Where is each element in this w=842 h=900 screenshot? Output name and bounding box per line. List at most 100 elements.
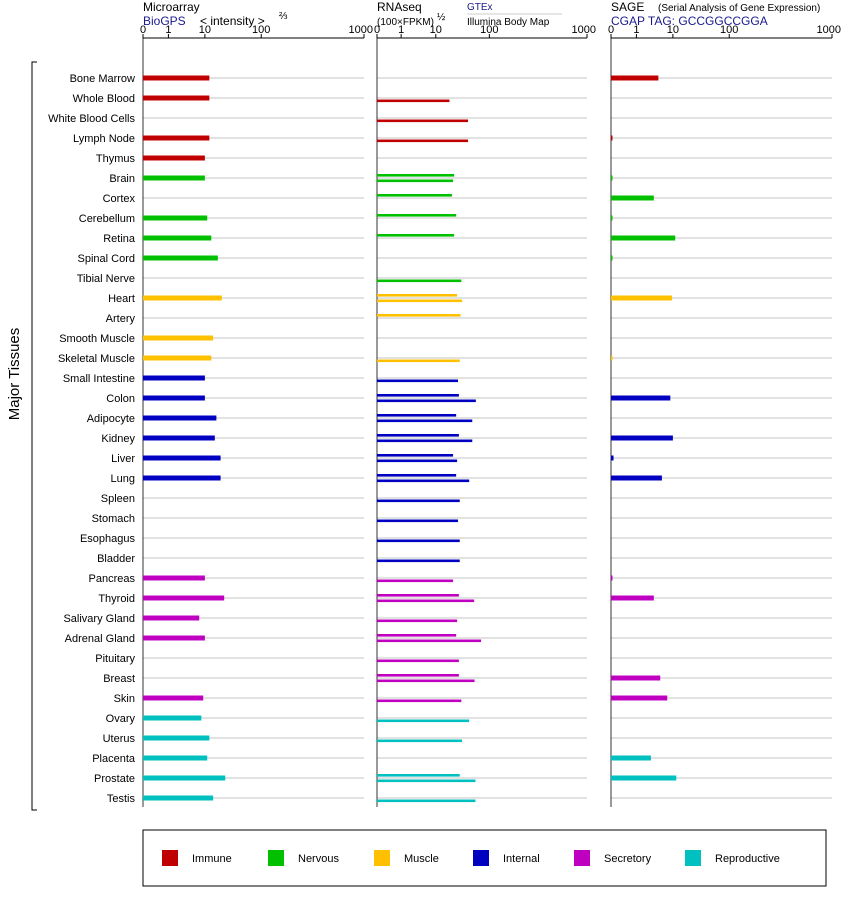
- tissue-label: Heart: [108, 293, 135, 305]
- microarray-bar: [143, 435, 215, 441]
- tick-label: 10: [667, 24, 679, 36]
- illumina-bar: [377, 739, 463, 743]
- tissue-label: Placenta: [92, 753, 136, 765]
- sage-bar: [611, 255, 613, 261]
- tissue-label: Uterus: [103, 733, 136, 745]
- tick-label: 100: [480, 24, 498, 36]
- tissue-label: Prostate: [94, 773, 135, 785]
- microarray-scale-label: < intensity >: [200, 14, 265, 28]
- legend-swatch-internal: [473, 850, 489, 866]
- microarray-bar: [143, 595, 225, 601]
- tissue-label: Kidney: [101, 433, 135, 445]
- microarray-bar: [143, 375, 205, 381]
- gtex-bar: [377, 474, 457, 477]
- tissue-label: Spinal Cord: [78, 253, 135, 265]
- microarray-bar: [143, 95, 210, 101]
- tissue-label: Tibial Nerve: [77, 273, 135, 285]
- sage-title: SAGE: [611, 0, 644, 14]
- rnaseq-title: RNAseq: [377, 0, 422, 14]
- illumina-bar: [377, 619, 458, 623]
- rnaseq-header: RNAseq (100×FPKM) ½ GTEx Illumina Body M…: [377, 0, 562, 28]
- microarray-bar: [143, 475, 221, 481]
- tissue-label: Stomach: [92, 513, 135, 525]
- sage-bar: [611, 435, 673, 441]
- sage-bar: [611, 355, 613, 361]
- legend: Immune Nervous Muscle Internal Secretory Repr…: [142, 829, 827, 887]
- tissue-label: Small Intestine: [63, 373, 135, 385]
- legend-label-internal: Internal: [503, 853, 540, 865]
- microarray-title: Microarray: [143, 0, 200, 14]
- microarray-bar: [143, 755, 208, 761]
- tissue-label: Skeletal Muscle: [58, 353, 135, 365]
- legend-swatch-nervous: [268, 850, 284, 866]
- legend-label-immune: Immune: [192, 853, 232, 865]
- tissue-label: Salivary Gland: [63, 613, 135, 625]
- tissue-label: Breast: [103, 673, 135, 685]
- tissue-label: Cortex: [103, 193, 136, 205]
- microarray-bar: [143, 455, 221, 461]
- illumina-bar: [377, 559, 460, 563]
- gtex-bar: [377, 674, 459, 677]
- tissue-label: Adipocyte: [87, 413, 135, 425]
- legend-swatch-immune: [162, 850, 178, 866]
- illumina-bar: [377, 99, 450, 103]
- sage-bar: [611, 235, 676, 241]
- rnaseq-exponent: ½: [437, 12, 446, 23]
- gtex-bar: [377, 634, 457, 637]
- legend-label-nervous: Nervous: [298, 853, 339, 865]
- legend-swatch-reproductive: [685, 850, 701, 866]
- rnaseq-unit-label: (100×FPKM): [377, 17, 434, 28]
- legend-label-secretory: Secretory: [604, 853, 652, 865]
- sage-bar: [611, 575, 613, 581]
- illumina-bar: [377, 499, 460, 503]
- tick-label: 10: [199, 24, 211, 36]
- illumina-bar: [377, 439, 473, 443]
- illumina-bar: [377, 539, 460, 543]
- microarray-bar: [143, 155, 205, 161]
- microarray-bar: [143, 295, 222, 301]
- tick-label: 0: [608, 24, 614, 36]
- sage-bar: [611, 595, 654, 601]
- tissue-label: Lymph Node: [73, 133, 135, 145]
- panel-axes: 0 1 10 100 1000 0 1 10 100 1000 0 1 10 100 1000: [140, 24, 841, 807]
- tick-label: 1: [633, 24, 639, 36]
- microarray-bar: [143, 335, 214, 341]
- microarray-bar: [143, 795, 214, 801]
- gtex-bar: [377, 234, 455, 237]
- sage-bar: [611, 175, 613, 181]
- microarray-bar: [143, 695, 204, 701]
- major-tissues-bracket: Major Tissues: [6, 61, 37, 811]
- tick-label: 1000: [817, 24, 841, 36]
- illumina-bar: [377, 479, 470, 483]
- legend-swatch-secretory: [574, 850, 590, 866]
- tissue-label: Pituitary: [95, 653, 135, 665]
- tissue-label: Lung: [111, 473, 135, 485]
- microarray-source: BioGPS: [143, 14, 186, 28]
- microarray-bar: [143, 735, 210, 741]
- tissue-label: Cerebellum: [79, 213, 135, 225]
- legend-label-muscle: Muscle: [404, 853, 439, 865]
- tissue-label: Smooth Muscle: [59, 333, 135, 345]
- sage-bar: [611, 135, 613, 141]
- sage-bar: [611, 295, 673, 301]
- sage-bar: [611, 695, 668, 701]
- microarray-bar: [143, 575, 205, 581]
- illumina-bar: [377, 419, 473, 423]
- tick-label: 0: [140, 24, 146, 36]
- sage-bar: [611, 75, 659, 81]
- gtex-bar: [377, 434, 459, 437]
- tick-label: 1: [165, 24, 171, 36]
- gtex-source-label: GTEx: [467, 2, 493, 13]
- microarray-bar: [143, 635, 205, 641]
- illumina-bar: [377, 599, 475, 603]
- tissue-label: Testis: [107, 793, 136, 805]
- tissue-label: Adrenal Gland: [65, 633, 135, 645]
- sage-bar: [611, 675, 661, 681]
- gtex-bar: [377, 414, 457, 417]
- tissue-label: Brain: [109, 173, 135, 185]
- tissue-label: Spleen: [101, 493, 135, 505]
- illumina-bar: [377, 579, 454, 583]
- tissue-label: Whole Blood: [73, 93, 135, 105]
- tissue-label: Bladder: [97, 553, 135, 565]
- illumina-bar: [377, 399, 476, 403]
